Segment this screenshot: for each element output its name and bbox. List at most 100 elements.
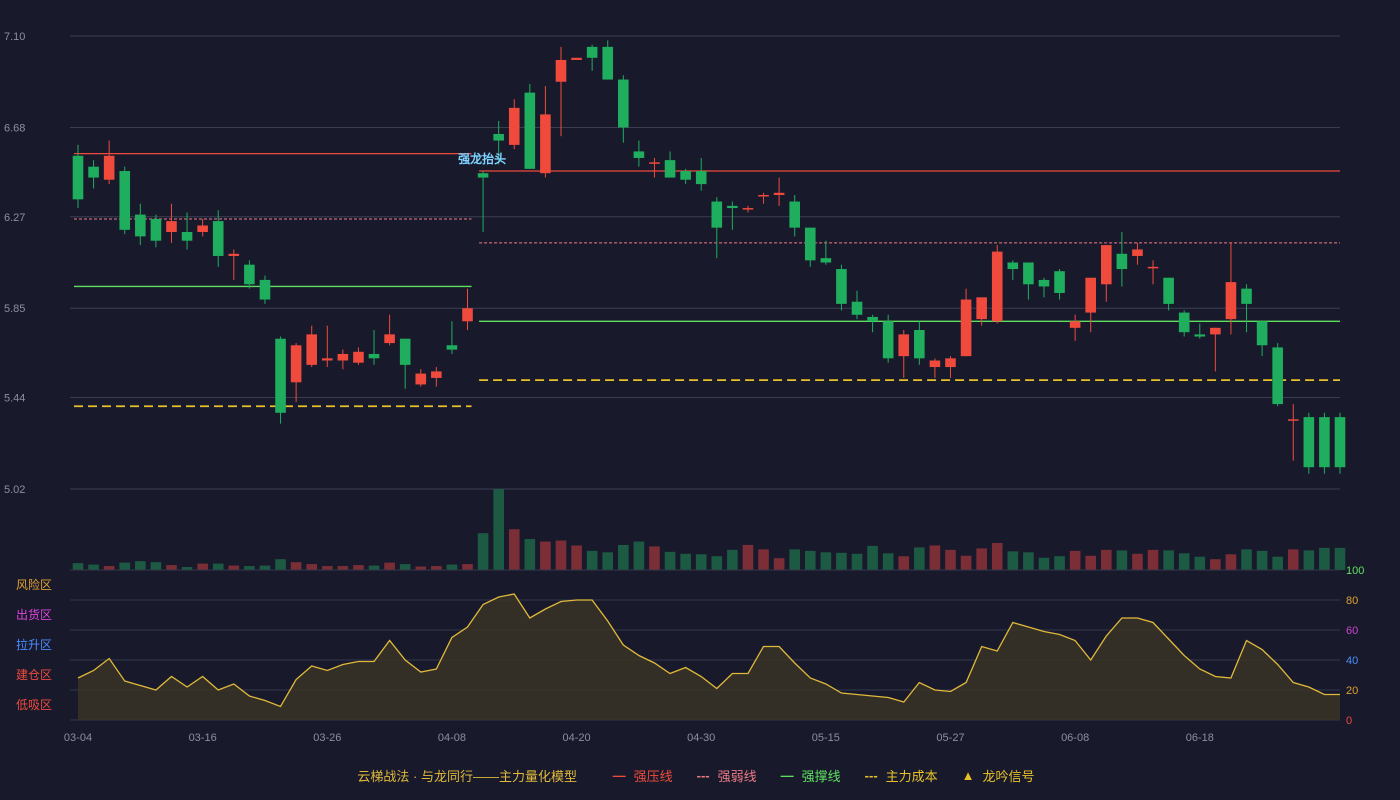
- volume-bar: [633, 541, 645, 570]
- volume-bar: [945, 549, 956, 570]
- volume-bar: [820, 552, 832, 570]
- legend-item: — 强压线: [605, 766, 673, 785]
- candle: [321, 325, 333, 368]
- legend-label: 强弱线: [717, 769, 757, 784]
- price-tick-label: 6.27: [4, 212, 25, 224]
- candle-body: [524, 92, 536, 169]
- candle: [1007, 260, 1019, 280]
- candle: [150, 214, 162, 248]
- candle-body: [789, 201, 800, 228]
- date-axis: 03-04 03-16 03-26 04-08 04-20 04-30 05-15 05-27…: [64, 732, 1214, 744]
- volume-bar: [1287, 549, 1299, 570]
- volume-bar: [914, 547, 925, 570]
- candle-body: [72, 155, 84, 200]
- candle-body: [1225, 282, 1237, 320]
- candle: [1241, 284, 1252, 333]
- candle-body: [1163, 277, 1174, 304]
- oscillator-line: [77, 593, 1340, 708]
- volume-bar: [618, 544, 629, 570]
- candle-body: [555, 59, 567, 82]
- legend: 云梯战法 · 与龙同行——主力量化模型 — 强压线 --- 强弱线 — 强撑线 --- 主力成…: [0, 766, 1400, 785]
- candle: [789, 194, 800, 237]
- candle-body: [228, 253, 240, 256]
- legend-item: --- 主力成本: [857, 766, 938, 785]
- candle: [773, 177, 785, 206]
- candle-body: [353, 351, 364, 363]
- candle: [1069, 314, 1081, 341]
- volume-bar: [1194, 556, 1206, 570]
- oscillator-tick-label: 20: [1346, 685, 1358, 697]
- volume-bar: [524, 539, 536, 570]
- candle-body: [1272, 347, 1283, 405]
- legend-symbol: ---: [864, 768, 878, 783]
- volume-bar: [275, 559, 286, 570]
- volume-bar: [1054, 556, 1065, 570]
- candle: [353, 347, 364, 365]
- volume-bar: [1116, 550, 1128, 570]
- annotation-label: 强龙抬头: [458, 151, 506, 166]
- volume-bar: [649, 546, 660, 570]
- volume-bar: [929, 545, 941, 570]
- legend-label: 强撑线: [801, 769, 841, 784]
- candle-body: [742, 208, 754, 210]
- volume-bar: [1303, 550, 1315, 570]
- volume-bar: [1334, 547, 1346, 570]
- date-tick-label: 06-18: [1186, 732, 1214, 744]
- candle: [851, 290, 863, 320]
- volume-bar: [321, 566, 333, 570]
- candle: [711, 197, 723, 259]
- candle-body: [368, 353, 380, 359]
- candle-body: [1256, 321, 1268, 346]
- volume-bar: [1038, 557, 1050, 570]
- candle-body: [493, 134, 504, 141]
- volume-bar: [1147, 549, 1159, 570]
- candle: [275, 336, 286, 424]
- candle: [88, 160, 99, 189]
- candle-body: [914, 330, 925, 359]
- volume-bar: [166, 565, 177, 570]
- candle: [804, 227, 816, 267]
- volume-bar: [789, 549, 800, 570]
- date-tick-label: 06-08: [1061, 732, 1089, 744]
- candle-body: [727, 205, 738, 209]
- volume-bar: [1069, 550, 1081, 570]
- volume-bar: [742, 544, 754, 570]
- candle: [1132, 242, 1143, 265]
- volume-bar: [197, 563, 208, 570]
- volume-bar: [758, 549, 769, 570]
- candle-body: [820, 258, 832, 263]
- volume-bar: [259, 565, 271, 570]
- candle: [119, 166, 131, 235]
- candle-body: [135, 214, 146, 237]
- candle: [244, 260, 255, 289]
- candle: [431, 367, 442, 387]
- volume-bar: [960, 555, 972, 570]
- date-tick-label: 04-08: [438, 732, 466, 744]
- candle-body: [711, 201, 723, 228]
- volume-bar: [135, 561, 146, 570]
- volume-bar: [493, 489, 504, 570]
- candle-body: [290, 345, 302, 383]
- date-tick-label: 05-27: [936, 732, 964, 744]
- volume-bar: [431, 566, 442, 570]
- legend-symbol: —: [612, 768, 626, 783]
- volume-bar: [836, 552, 847, 570]
- candle-body: [1178, 312, 1190, 333]
- candle-body: [991, 251, 1003, 322]
- candle: [1194, 323, 1206, 339]
- volume-bar: [368, 565, 380, 570]
- oscillator-zone-label: 建仓区: [16, 668, 52, 682]
- candle: [976, 297, 987, 326]
- price-tick-label: 7.10: [4, 31, 25, 43]
- legend-item: --- 强弱线: [689, 766, 757, 785]
- volume-bar: [1272, 556, 1283, 570]
- date-tick-label: 03-04: [64, 732, 92, 744]
- candle: [1334, 412, 1346, 474]
- candle-body: [1287, 419, 1299, 421]
- volume-bar: [415, 566, 427, 570]
- volume-bar: [602, 552, 614, 570]
- candle-body: [633, 151, 645, 158]
- candle-body: [1132, 249, 1143, 256]
- candle: [695, 157, 707, 191]
- candle: [945, 356, 956, 378]
